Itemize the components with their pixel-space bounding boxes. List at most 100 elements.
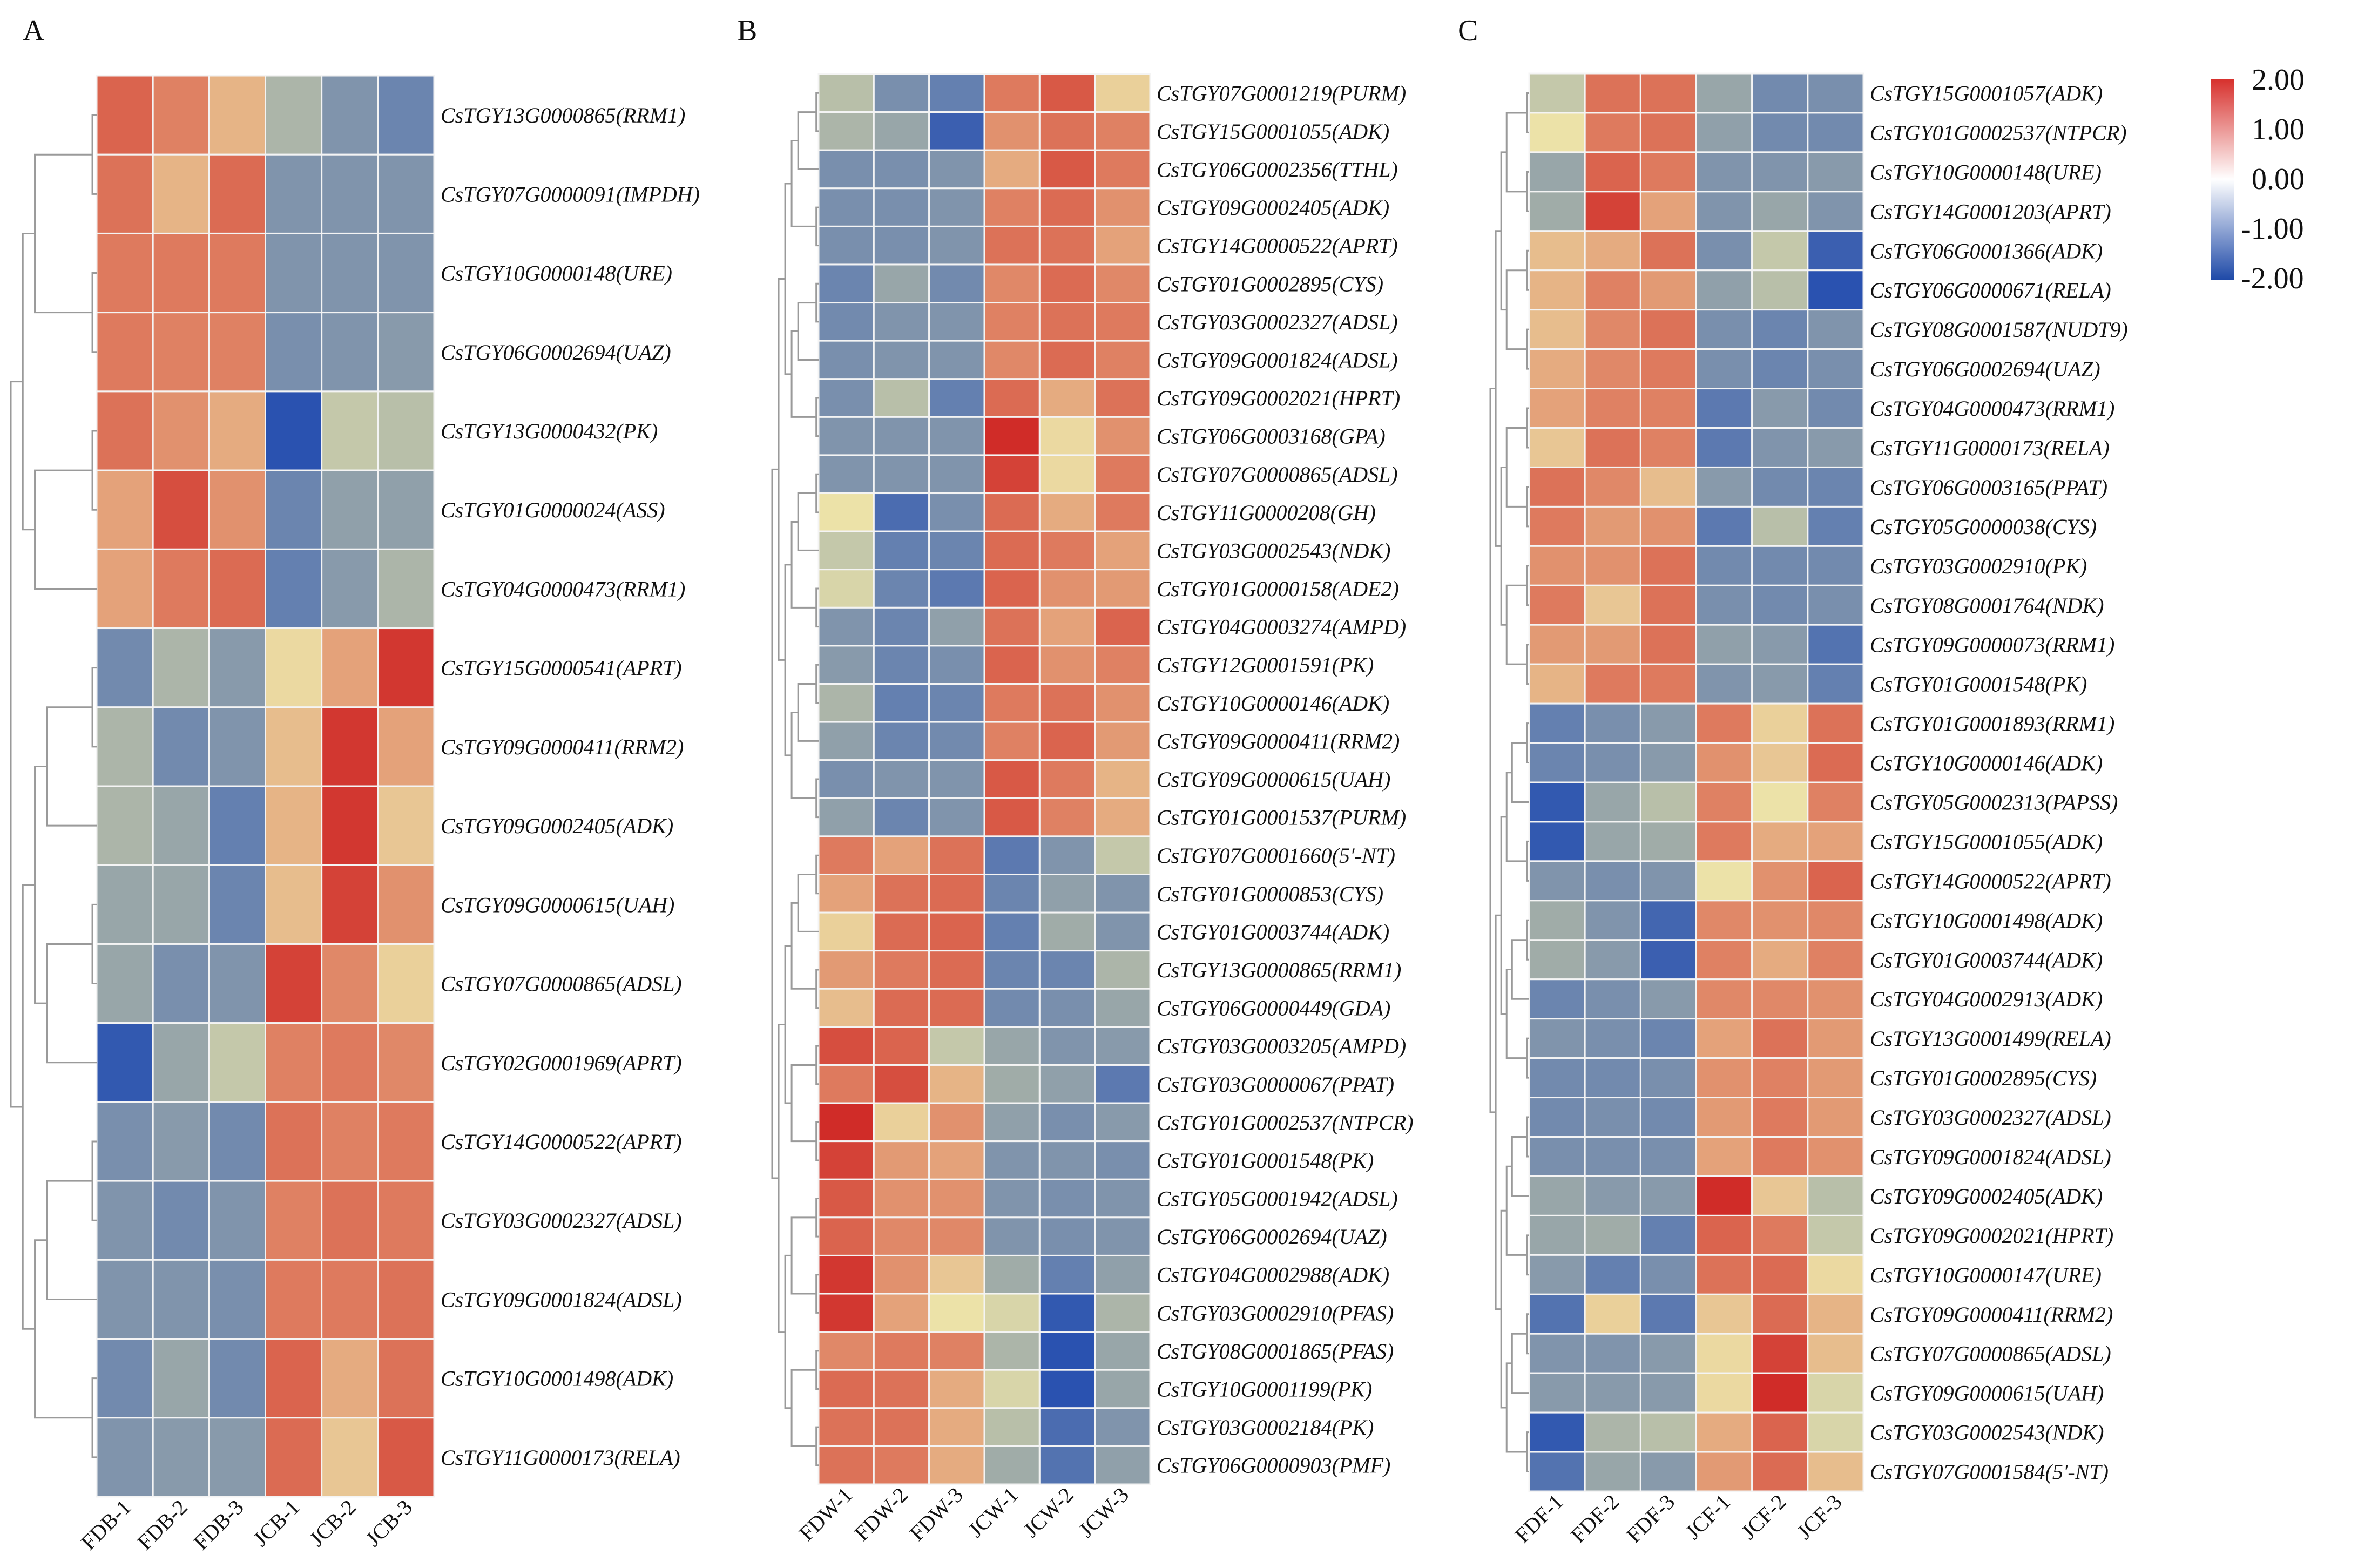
heatmap-cell (983, 606, 1041, 647)
heatmap-cell (1695, 388, 1753, 429)
row-label: CsTGY09G0000615(UAH) (1870, 1381, 2104, 1405)
heatmap-cell (377, 548, 435, 630)
heatmap-cell (817, 911, 875, 952)
heatmap-cell (1094, 378, 1151, 418)
heatmap-cell (1094, 911, 1151, 952)
heatmap-cell (1751, 1451, 1809, 1492)
heatmap-cell (1094, 1407, 1151, 1447)
row-label: CsTGY15G0001055(ADK) (1870, 829, 2103, 854)
heatmap-cell (321, 627, 379, 708)
heatmap-cell (1807, 1254, 1864, 1295)
heatmap-cell (1528, 702, 1586, 744)
heatmap-cell (1584, 1136, 1641, 1177)
dendrogram-branch (1505, 968, 1528, 1059)
heatmap-cell (96, 864, 154, 945)
heatmap-cell (1751, 230, 1809, 272)
colorbar-tick-label: -1.00 (2241, 212, 2304, 246)
row-label: CsTGY07G0000865(ADSL) (1157, 462, 1398, 486)
heatmap-cell (1038, 1254, 1096, 1295)
heatmap-cell (928, 721, 985, 761)
row-label: CsTGY10G0000148(URE) (1870, 160, 2102, 184)
heatmap-cell (1584, 1175, 1641, 1216)
heatmap-cell (96, 943, 154, 1024)
heatmap-cell (96, 153, 154, 234)
dendrogram-branch (790, 1064, 816, 1143)
heatmap-cell (928, 530, 985, 571)
heatmap-cell (928, 950, 985, 990)
heatmap-cell (1807, 1411, 1864, 1453)
heatmap-cell (265, 943, 323, 1024)
heatmap-cell (983, 149, 1041, 190)
dendrogram-branch (1495, 914, 1502, 1310)
heatmap-cell (983, 1178, 1041, 1219)
heatmap-cell (1639, 1333, 1697, 1374)
heatmap-cell (1584, 505, 1641, 547)
row-label: CsTGY04G0002913(ADK) (1870, 987, 2103, 1011)
dendrogram-branch (790, 521, 816, 609)
column-label: JCB-2 (305, 1495, 361, 1551)
heatmap-cell (1807, 545, 1864, 586)
column-label: FDB-1 (76, 1495, 136, 1555)
heatmap-cell (1528, 72, 1586, 114)
dendrogram-branch (790, 711, 816, 799)
heatmap-cell (1807, 624, 1864, 665)
heatmap-cell (873, 911, 930, 952)
heatmap-cell (1038, 492, 1096, 532)
dendrogram-branch (1495, 230, 1502, 547)
heatmap-cell (1038, 1407, 1096, 1447)
row-label: CsTGY07G0000865(ADSL) (1870, 1342, 2111, 1366)
heatmap-cell (1695, 1372, 1753, 1414)
row-label: CsTGY09G0001824(ADSL) (1870, 1145, 2111, 1169)
row-label: CsTGY09G0000615(UAH) (441, 893, 674, 917)
heatmap-cell (321, 785, 379, 866)
heatmap-cell (817, 1102, 875, 1143)
row-label: CsTGY14G0000522(APRT) (1157, 234, 1398, 258)
heatmap-cell (208, 548, 267, 630)
heatmap-cell (983, 1369, 1041, 1409)
heatmap-cell (1094, 149, 1151, 190)
heatmap-cell (1807, 1057, 1864, 1099)
heatmap-cell (817, 1254, 875, 1295)
heatmap-cell (1695, 505, 1753, 547)
heatmap-cell (1528, 663, 1586, 705)
row-label: CsTGY01G0001548(PK) (1870, 672, 2087, 697)
heatmap-cell (817, 1216, 875, 1256)
heatmap-cell (1528, 466, 1586, 508)
heatmap-cell (1038, 73, 1096, 113)
row-label: CsTGY07G0001584(5'-NT) (1870, 1460, 2109, 1484)
heatmap-cell (817, 606, 875, 647)
dendrogram-branch (34, 469, 97, 590)
dendrogram-branch (1505, 584, 1528, 665)
heatmap-cell (1695, 939, 1753, 981)
heatmap-cell (1584, 939, 1641, 981)
dendrogram-branch (46, 706, 97, 827)
heatmap-cell (208, 1101, 267, 1182)
row-label: CsTGY04G0000473(RRM1) (441, 577, 685, 601)
dendrogram-branch (1500, 1209, 1507, 1409)
heatmap-cell (1038, 340, 1096, 380)
dendrogram-branch (784, 945, 792, 1104)
heatmap-cell (983, 569, 1041, 609)
heatmap-cell (1528, 348, 1586, 390)
heatmap-cell (1639, 1057, 1697, 1099)
heatmap-cell (873, 873, 930, 914)
column-label: JCF-3 (1792, 1490, 1847, 1544)
heatmap-cell (817, 530, 875, 571)
heatmap-cell (96, 1259, 154, 1340)
heatmap-cell (1639, 663, 1697, 705)
heatmap-cell (1751, 1372, 1809, 1414)
heatmap-cell (928, 1254, 985, 1295)
heatmap-cell (1639, 112, 1697, 153)
heatmap-cell (1584, 900, 1641, 941)
heatmap-cell (983, 721, 1041, 761)
heatmap-cell (321, 1180, 379, 1261)
dendrogram-branch (1505, 427, 1528, 508)
heatmap-cell (1584, 545, 1641, 586)
heatmap-cell (1038, 187, 1096, 227)
heatmap-cell (817, 1026, 875, 1066)
heatmap-cell (96, 1338, 154, 1419)
heatmap-cell (1584, 151, 1641, 193)
heatmap-cell (265, 1022, 323, 1103)
heatmap-cell (1639, 742, 1697, 783)
heatmap-cell (1038, 1445, 1096, 1485)
